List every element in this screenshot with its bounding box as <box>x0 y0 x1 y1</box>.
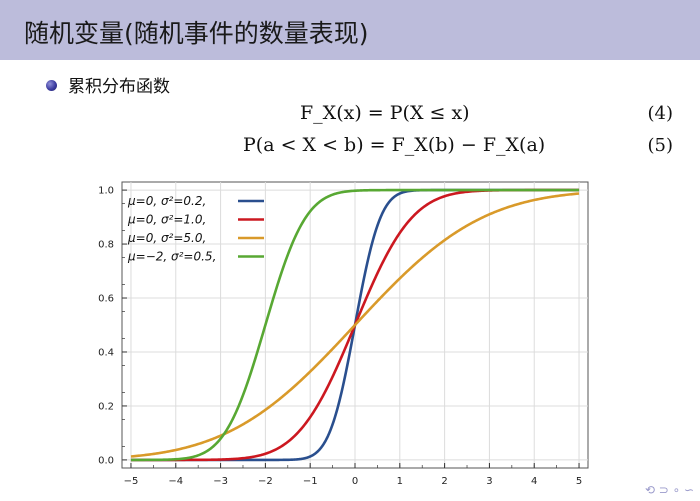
y-tick-label: 0.4 <box>98 347 114 358</box>
x-tick-label: −3 <box>213 476 228 487</box>
x-tick-label: 5 <box>576 476 582 487</box>
equation-number-4: (4) <box>647 103 674 124</box>
series-line-2 <box>130 192 580 458</box>
equation-number-5: (5) <box>647 135 674 156</box>
cdf-chart-svg: −5 −4 −3 −2 −1 0 1 2 3 4 5 0.0 0.2 0.4 0.6 0.8 1.0 μ=0, σ… <box>98 181 589 487</box>
equation-cdf: F_X(x) = P(X ≤ x) <box>300 102 470 124</box>
y-tick-label: 1.0 <box>98 186 114 197</box>
x-tick-label: 1 <box>397 476 403 487</box>
slide-title: 随机变量(随机事件的数量表现) <box>24 19 369 48</box>
legend-label-1: μ=0, σ²=1.0, <box>127 213 206 227</box>
x-tick-label: 0 <box>352 476 358 487</box>
cdf-chart: −5 −4 −3 −2 −1 0 1 2 3 4 5 0.0 0.2 0.4 0.6 0.8 1.0 μ=0, σ… <box>80 172 600 497</box>
bullet-text: 累积分布函数 <box>68 77 170 97</box>
y-tick-label: 0.6 <box>98 294 114 305</box>
y-tick-label: 0.0 <box>98 455 114 466</box>
y-tick-label: 0.8 <box>98 240 114 251</box>
series-line-3 <box>130 188 580 462</box>
x-tick-label: −2 <box>258 476 273 487</box>
x-tick-label: −5 <box>124 476 139 487</box>
slide-title-bar: 随机变量(随机事件的数量表现) <box>0 0 700 60</box>
legend-label-3: μ=−2, σ²=0.5, <box>127 250 216 264</box>
x-tick-label: 3 <box>486 476 492 487</box>
x-tick-label: −1 <box>303 476 318 487</box>
legend-label-2: μ=0, σ²=5.0, <box>127 231 206 245</box>
legend-label-0: μ=0, σ²=0.2, <box>127 194 206 208</box>
equation-interval-probability: P(a < X < b) = F_X(b) − F_X(a) <box>243 134 546 156</box>
y-tick-label: 0.2 <box>98 401 114 412</box>
x-tick-label: 2 <box>441 476 447 487</box>
x-tick-label: −4 <box>168 476 183 487</box>
slide-nav-icons[interactable]: ⟲ ⊃ ∘ ∽ <box>644 483 694 497</box>
x-tick-label: 4 <box>531 476 537 487</box>
bullet-icon <box>46 80 57 91</box>
